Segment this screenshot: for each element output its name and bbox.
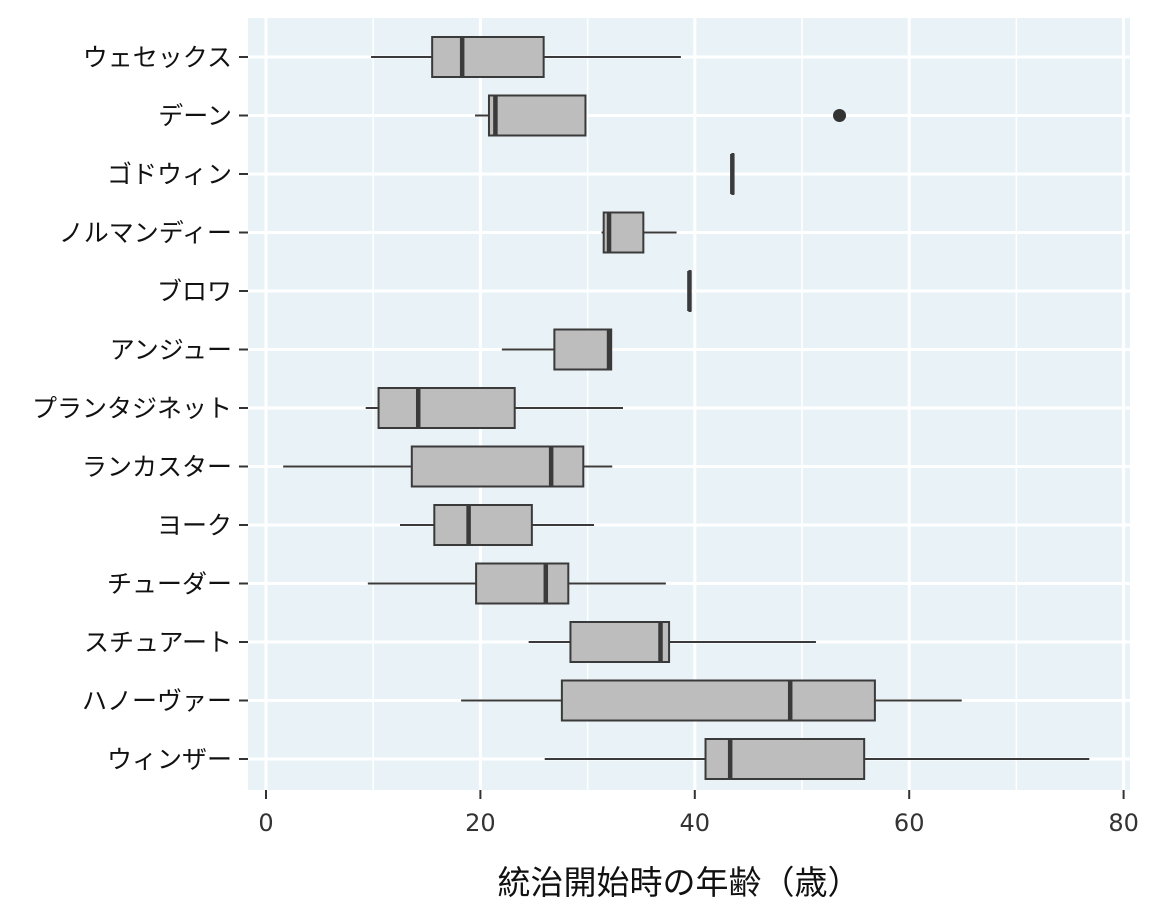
iqr-box [377, 387, 516, 429]
category-label: ゴドウィン [107, 160, 232, 189]
box-2 [475, 94, 847, 137]
category-label: ハノーヴァー [82, 687, 232, 716]
box-3 [730, 153, 735, 195]
iqr-box [410, 445, 585, 488]
category-label: アンジュー [110, 336, 232, 365]
category-label: ウィンザー [107, 745, 232, 774]
iqr-box [560, 679, 876, 722]
box-6 [501, 328, 613, 371]
x-tick-label: 60 [894, 809, 925, 837]
category-label: プランタジネット [32, 394, 232, 423]
iqr-box [487, 94, 587, 137]
x-tick-label: 80 [1108, 809, 1139, 837]
category-label: ブロワ [157, 277, 232, 306]
box-11 [528, 621, 816, 663]
iqr-box [569, 621, 671, 663]
iqr-box [553, 328, 613, 371]
x-axis-title: 統治開始時の年齢（歳） [498, 863, 861, 902]
box-12 [461, 679, 962, 722]
box-5 [687, 270, 692, 312]
x-tick-label: 40 [680, 809, 711, 837]
category-label: ヨーク [157, 511, 232, 540]
box-8 [283, 445, 613, 488]
x-axis: 0 20 40 60 80 [258, 790, 1139, 837]
box-10 [367, 562, 666, 605]
box-series [283, 36, 1090, 780]
box-7 [365, 387, 623, 429]
iqr-box [475, 562, 570, 605]
box-4 [601, 211, 677, 254]
category-label: ノルマンディー [59, 219, 232, 248]
iqr-box [431, 36, 545, 78]
category-label: スチュアート [84, 628, 232, 657]
x-tick-label: 0 [258, 809, 273, 837]
iqr-box [433, 504, 533, 546]
category-label: ランカスター [82, 453, 232, 482]
x-tick-label: 20 [465, 809, 496, 837]
box-13 [544, 738, 1090, 780]
category-label: デーン [158, 102, 232, 131]
outlier-point [833, 109, 847, 122]
category-axis: ウェセックスデーンゴドウィンノルマンディーブロワアンジュープランタジネットランカ… [32, 43, 248, 774]
box-1 [371, 36, 681, 78]
category-label: チューダー [107, 570, 232, 599]
box-9 [400, 504, 595, 546]
category-label: ウェセックス [83, 43, 232, 72]
